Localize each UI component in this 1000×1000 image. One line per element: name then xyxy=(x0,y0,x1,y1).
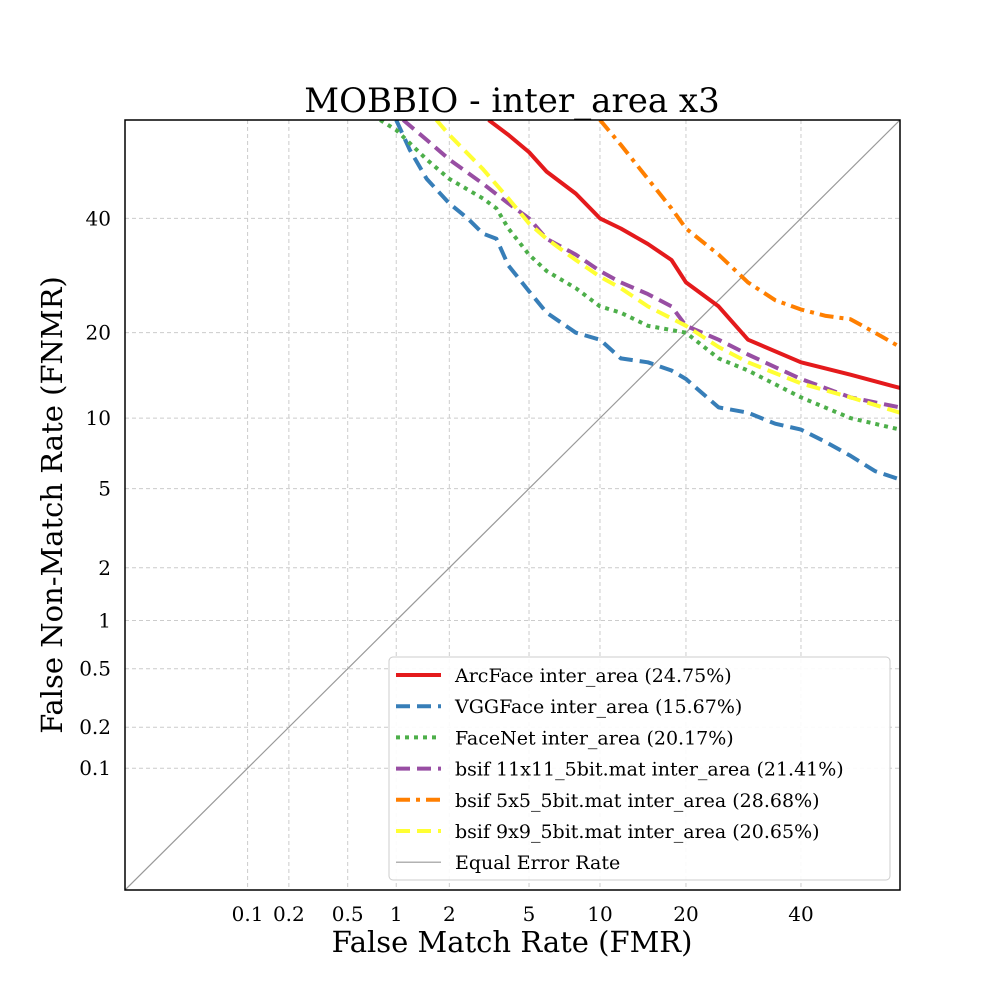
y-axis-ticks: 0.1 0.2 0.5 1 2 5 10 20 40 xyxy=(79,206,111,780)
series-line-4 xyxy=(401,120,900,410)
series-line-2 xyxy=(394,120,900,482)
x-tick-label: 0.2 xyxy=(273,902,305,926)
x-axis-label: False Match Rate (FMR) xyxy=(332,925,693,959)
equal-error-rate-diagonal xyxy=(124,119,901,891)
x-tick-label: 1 xyxy=(390,902,403,926)
series-line-3 xyxy=(379,120,900,432)
x-tick-label: 2 xyxy=(443,902,456,926)
x-tick-label: 10 xyxy=(587,902,612,926)
y-tick-label: 40 xyxy=(86,206,111,230)
y-tick-label: 20 xyxy=(86,321,111,345)
legend-label: FaceNet inter_area (20.17%) xyxy=(455,727,734,749)
legend: ArcFace inter_area (24.75%) VGGFace inter… xyxy=(388,656,891,881)
x-tick-label: 0.5 xyxy=(332,902,364,926)
y-tick-label: 10 xyxy=(86,406,111,430)
series-group xyxy=(379,120,900,482)
y-tick-label: 0.2 xyxy=(79,715,111,739)
series-line-6 xyxy=(434,120,900,415)
x-tick-label: 40 xyxy=(788,902,813,926)
y-tick-label: 2 xyxy=(98,556,111,580)
y-axis-label: False Non-Match Rate (FNMR) xyxy=(35,276,69,734)
legend-label: VGGFace inter_area (15.67%) xyxy=(454,696,742,718)
legend-label: bsif 5x5_5bit.mat inter_area (28.68%) xyxy=(455,790,820,812)
y-tick-label: 1 xyxy=(98,609,111,633)
y-tick-label: 5 xyxy=(98,477,111,501)
x-tick-label: 20 xyxy=(673,902,698,926)
equal-error-rate-line xyxy=(124,119,901,891)
x-tick-label: 5 xyxy=(523,902,536,926)
x-tick-label: 0.1 xyxy=(232,902,264,926)
chart-title: MOBBIO - inter_area x3 xyxy=(304,81,719,121)
series-line-5 xyxy=(598,120,900,349)
series-line-1 xyxy=(487,120,900,390)
legend-label: Equal Error Rate xyxy=(455,852,620,874)
y-tick-label: 0.1 xyxy=(79,756,111,780)
legend-label: bsif 11x11_5bit.mat inter_area (21.41%) xyxy=(455,759,844,781)
y-tick-label: 0.5 xyxy=(79,657,111,681)
grid xyxy=(125,120,900,890)
legend-label: bsif 9x9_5bit.mat inter_area (20.65%) xyxy=(455,821,820,843)
plot-frame xyxy=(124,119,901,891)
legend-box xyxy=(388,656,891,881)
legend-label: ArcFace inter_area (24.75%) xyxy=(454,665,732,687)
x-axis-ticks: 0.1 0.2 0.5 1 2 5 10 20 40 xyxy=(232,902,814,926)
